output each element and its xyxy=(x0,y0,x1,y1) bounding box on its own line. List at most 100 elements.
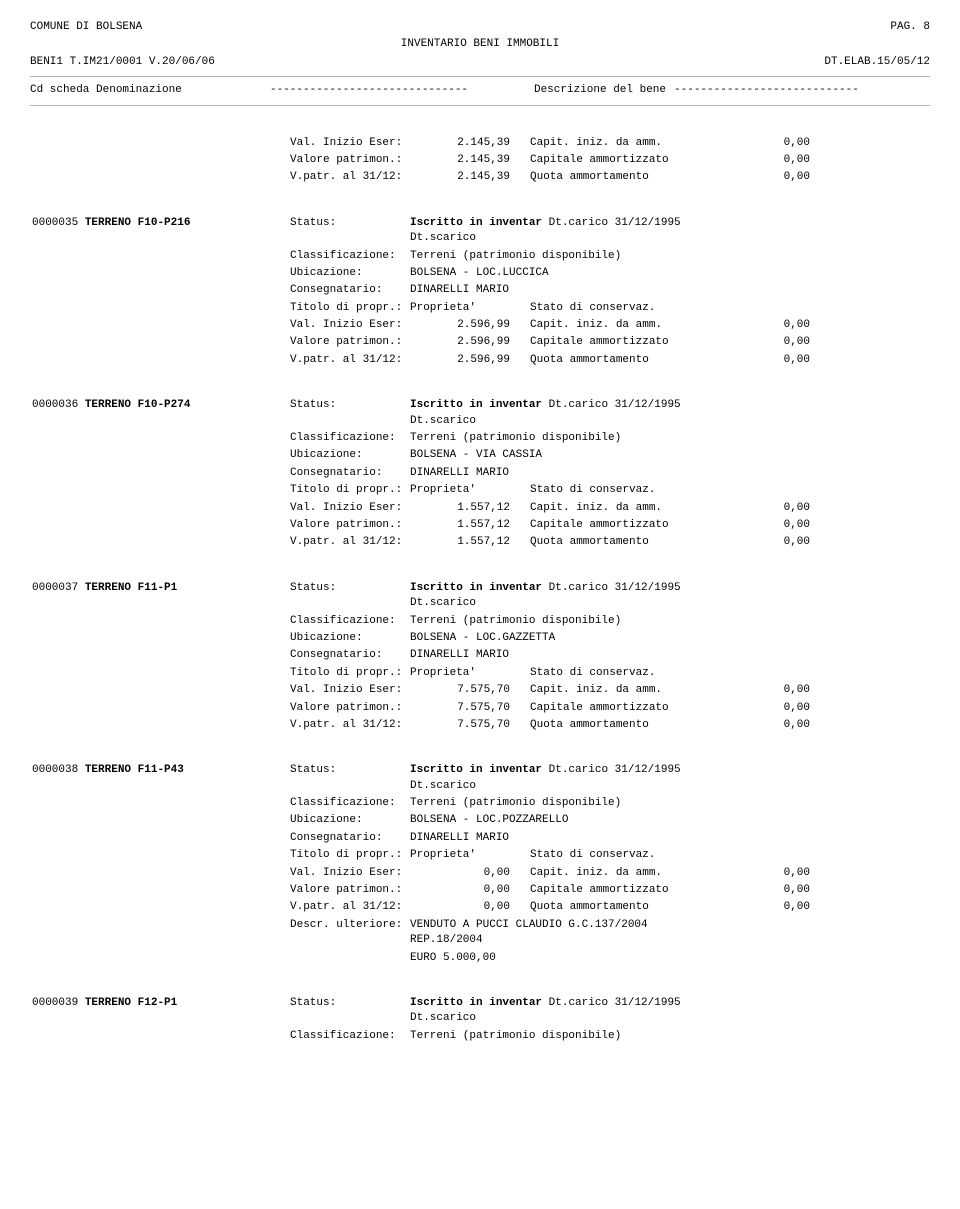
quota-amm-val: 0,00 xyxy=(710,170,810,185)
titolo-val: Proprieta' xyxy=(410,666,530,681)
label-conseg: Consegnatario: xyxy=(290,283,410,298)
record-id: 0000036 TERRENO F10-P274 xyxy=(30,398,290,429)
conseg-val: DINARELLI MARIO xyxy=(410,648,690,663)
vpatr-al: 2.596,99 xyxy=(410,353,530,368)
valore-patr: 2.145,39 xyxy=(410,153,530,168)
record-id: 0000037 TERRENO F11-P1 xyxy=(30,581,290,612)
label-capit-iniz: Capit. iniz. da amm. xyxy=(530,866,710,881)
label-capitale-amm: Capitale ammortizzato xyxy=(530,518,710,533)
label-descr-ult: Descr. ulteriore: xyxy=(290,918,410,949)
classif-val: Terreni (patrimonio disponibile) xyxy=(410,614,690,629)
label-valore-patr: Valore patrimon.: xyxy=(290,701,410,716)
capit-iniz-val: 0,00 xyxy=(710,501,810,516)
status-val: Iscritto in inventar Dt.carico 31/12/199… xyxy=(410,581,690,612)
capit-iniz-val: 0,00 xyxy=(710,136,810,151)
quota-amm-val: 0,00 xyxy=(710,900,810,915)
record-id: 0000039 TERRENO F12-P1 xyxy=(30,996,290,1027)
classif-val: Terreni (patrimonio disponibile) xyxy=(410,431,690,446)
record-block: 0000037 TERRENO F11-P1Status:Iscritto in… xyxy=(30,581,930,734)
label-vpatr-al: V.patr. al 31/12: xyxy=(290,353,410,368)
label-capitale-amm: Capitale ammortizzato xyxy=(530,335,710,350)
ubic-val: BOLSENA - VIA CASSIA xyxy=(410,448,690,463)
col-header-1: Cd scheda Denominazione xyxy=(30,83,270,98)
label-capitale-amm: Capitale ammortizzato xyxy=(530,701,710,716)
label-valore-patr: Valore patrimon.: xyxy=(290,883,410,898)
label-val-inizio: Val. Inizio Eser: xyxy=(290,136,410,151)
org-name: COMUNE DI BOLSENA xyxy=(30,20,142,35)
conseg-val: DINARELLI MARIO xyxy=(410,466,690,481)
label-titolo: Titolo di propr.: xyxy=(290,301,410,316)
label-quota-amm: Quota ammortamento xyxy=(530,170,710,185)
record-block: 0000038 TERRENO F11-P43Status:Iscritto i… xyxy=(30,763,930,966)
val-inizio: 2.145,39 xyxy=(410,136,530,151)
status-val: Iscritto in inventar Dt.carico 31/12/199… xyxy=(410,216,690,247)
header-row-1: COMUNE DI BOLSENA PAG. 8 xyxy=(30,20,930,35)
val-inizio: 2.596,99 xyxy=(410,318,530,333)
val-inizio: 1.557,12 xyxy=(410,501,530,516)
label-vpatr-al: V.patr. al 31/12: xyxy=(290,535,410,550)
label-capitale-amm: Capitale ammortizzato xyxy=(530,153,710,168)
capit-iniz-val: 0,00 xyxy=(710,318,810,333)
record-id: 0000038 TERRENO F11-P43 xyxy=(30,763,290,794)
label-status: Status: xyxy=(290,398,410,429)
label-classif: Classificazione: xyxy=(290,796,410,811)
left-code: BENI1 T.IM21/0001 V.20/06/06 xyxy=(30,55,215,70)
label-valore-patr: Valore patrimon.: xyxy=(290,153,410,168)
label-capit-iniz: Capit. iniz. da amm. xyxy=(530,318,710,333)
label-ubic: Ubicazione: xyxy=(290,813,410,828)
label-status: Status: xyxy=(290,216,410,247)
label-stato: Stato di conservaz. xyxy=(530,666,710,681)
ubic-val: BOLSENA - LOC.POZZARELLO xyxy=(410,813,690,828)
header-row-3: BENI1 T.IM21/0001 V.20/06/06 DT.ELAB.15/… xyxy=(30,55,930,70)
col-header-2: Descrizione del bene xyxy=(526,83,674,98)
classif-val: Terreni (patrimonio disponibile) xyxy=(410,249,690,264)
label-ubic: Ubicazione: xyxy=(290,266,410,281)
descr-ult-val2: EURO 5.000,00 xyxy=(410,951,690,966)
status-val: Iscritto in inventar Dt.carico 31/12/199… xyxy=(410,398,690,429)
page-indicator: PAG. 8 xyxy=(890,20,930,35)
titolo-val: Proprieta' xyxy=(410,848,530,863)
status-val: Iscritto in inventar Dt.carico 31/12/199… xyxy=(410,996,690,1027)
ubic-val: BOLSENA - LOC.GAZZETTA xyxy=(410,631,690,646)
ubic-val: BOLSENA - LOC.LUCCICA xyxy=(410,266,690,281)
divider xyxy=(30,76,930,77)
label-quota-amm: Quota ammortamento xyxy=(530,535,710,550)
valore-patr: 2.596,99 xyxy=(410,335,530,350)
label-quota-amm: Quota ammortamento xyxy=(530,718,710,733)
label-valore-patr: Valore patrimon.: xyxy=(290,335,410,350)
record-block: 0000036 TERRENO F10-P274Status:Iscritto … xyxy=(30,398,930,551)
label-status: Status: xyxy=(290,763,410,794)
label-val-inizio: Val. Inizio Eser: xyxy=(290,866,410,881)
label-stato: Stato di conservaz. xyxy=(530,848,710,863)
divider xyxy=(30,105,930,106)
label-val-inizio: Val. Inizio Eser: xyxy=(290,318,410,333)
status-val: Iscritto in inventar Dt.carico 31/12/199… xyxy=(410,763,690,794)
label-status: Status: xyxy=(290,581,410,612)
quota-amm-val: 0,00 xyxy=(710,353,810,368)
record-id: 0000035 TERRENO F10-P216 xyxy=(30,216,290,247)
capit-iniz-val: 0,00 xyxy=(710,866,810,881)
quota-amm-val: 0,00 xyxy=(710,718,810,733)
label-conseg: Consegnatario: xyxy=(290,466,410,481)
label-classif: Classificazione: xyxy=(290,249,410,264)
label-vpatr-al: V.patr. al 31/12: xyxy=(290,170,410,185)
capitale-amm-val: 0,00 xyxy=(710,701,810,716)
val-inizio: 7.575,70 xyxy=(410,683,530,698)
record-block: 0000035 TERRENO F10-P216Status:Iscritto … xyxy=(30,216,930,369)
label-stato: Stato di conservaz. xyxy=(530,301,710,316)
label-capitale-amm: Capitale ammortizzato xyxy=(530,883,710,898)
label-val-inizio: Val. Inizio Eser: xyxy=(290,501,410,516)
label-conseg: Consegnatario: xyxy=(290,648,410,663)
conseg-val: DINARELLI MARIO xyxy=(410,283,690,298)
vpatr-al: 7.575,70 xyxy=(410,718,530,733)
continuation-block: Val. Inizio Eser: 2.145,39 Capit. iniz. … xyxy=(30,136,930,186)
label-quota-amm: Quota ammortamento xyxy=(530,900,710,915)
partial-record: 0000039 TERRENO F12-P1 Status: Iscritto … xyxy=(30,996,930,1044)
label-ubic: Ubicazione: xyxy=(290,631,410,646)
vpatr-al: 1.557,12 xyxy=(410,535,530,550)
right-code: DT.ELAB.15/05/12 xyxy=(824,55,930,70)
label-titolo: Titolo di propr.: xyxy=(290,848,410,863)
label-valore-patr: Valore patrimon.: xyxy=(290,518,410,533)
label-ubic: Ubicazione: xyxy=(290,448,410,463)
dash-right: ---------------------------- xyxy=(674,83,930,98)
